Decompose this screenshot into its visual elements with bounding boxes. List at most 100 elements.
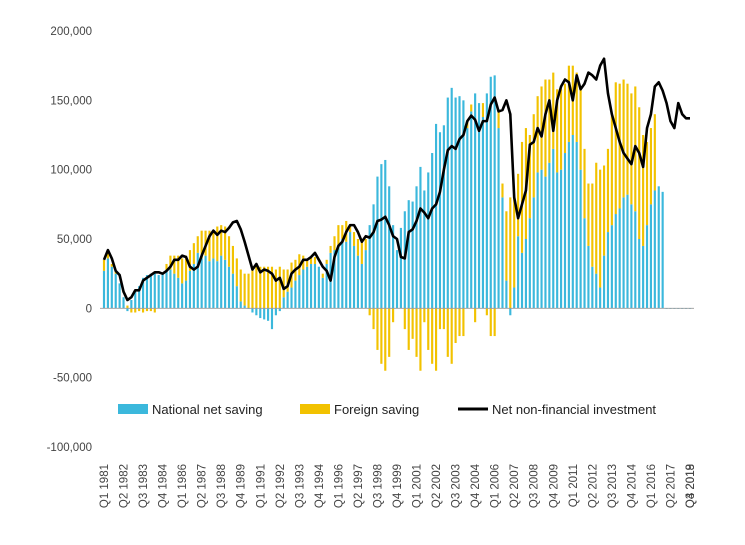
bar-national-net-saving [235,286,238,309]
bar-national-net-saving [653,190,656,309]
bar-national-net-saving [141,277,145,309]
x-tick-label: Q1 2016 [646,464,658,508]
bar-foreign-saving [575,72,578,142]
bar-national-net-saving [544,176,547,309]
bar-national-net-saving [626,194,629,309]
bar-foreign-saving [602,165,606,256]
bar-national-net-saving [458,96,461,309]
bar-foreign-saving [630,93,633,205]
bar-foreign-saving [149,308,152,312]
bar-foreign-saving [560,89,563,170]
bar-national-net-saving [610,225,613,309]
x-axis: Q1 1981 Q2 1982 Q3 1983 Q4 1984 Q1 1986 Q2 19… [99,463,697,508]
x-tick-label: Q3 2013 [607,464,619,508]
bar-national-net-saving [415,186,418,309]
bar-national-net-saving [200,258,203,309]
x-tick-label: Q4 1994 [314,463,326,508]
bar-foreign-saving [239,269,242,302]
bar-foreign-saving [540,86,543,170]
investment-line-layer [102,57,690,302]
bar-national-net-saving [466,128,469,309]
bar-foreign-saving [407,308,410,350]
bar-national-net-saving [399,227,402,309]
bar-foreign-saving [184,255,188,281]
bar-national-net-saving [231,273,234,309]
bar-national-net-saving [274,308,277,316]
bar-foreign-saving [380,308,383,364]
x-tick-label: Q4 2009 [548,464,560,508]
bar-national-net-saving [536,172,539,309]
bar-foreign-saving [438,308,442,330]
bar-national-net-saving [325,263,328,309]
bar-national-net-saving [423,190,426,309]
bar-foreign-saving [169,255,172,270]
bar-foreign-saving [368,308,371,316]
bar-foreign-saving [392,308,395,323]
bar-foreign-saving [505,211,508,281]
bar-foreign-saving [606,148,610,233]
bar-national-net-saving [309,263,313,309]
bar-foreign-saving [165,263,168,271]
bar-national-net-saving [298,275,301,309]
bar-national-net-saving [563,153,567,309]
bar-foreign-saving [653,114,656,191]
x-tick-label: Q3 2018 [685,464,697,508]
bar-national-net-saving [181,283,184,309]
bar-national-net-saving [618,208,621,309]
bar-foreign-saving [110,263,113,267]
bar-national-net-saving [638,239,641,309]
bar-national-net-saving [224,259,227,309]
bar-foreign-saving [544,79,547,177]
x-tick-label: Q3 1983 [138,464,150,508]
bar-foreign-saving [372,308,375,330]
bar-national-net-saving [341,239,344,309]
bar-national-net-saving [145,275,149,309]
bar-foreign-saving [173,255,176,274]
bar-foreign-saving [384,308,387,371]
bar-national-net-saving [161,273,164,309]
bar-national-net-saving [278,308,281,312]
y-tick-label: 100,000 [50,165,92,177]
bar-foreign-saving [501,183,504,198]
bar-national-net-saving [489,76,492,309]
bar-foreign-saving [450,308,453,364]
bar-national-net-saving [306,266,309,309]
bar-national-net-saving [165,270,168,309]
bar-foreign-saving [352,232,356,246]
legend: National net saving Foreign saving Net n… [118,402,656,417]
bar-national-net-saving [645,225,649,309]
x-tick-label: Q1 2006 [490,464,502,508]
bar-national-net-saving [345,241,348,309]
bar-national-net-saving [239,301,242,309]
bar-national-net-saving [153,272,156,309]
bar-foreign-saving [642,135,645,246]
bar-foreign-saving [536,96,539,173]
bar-national-net-saving [173,273,176,309]
bar-national-net-saving [364,250,367,309]
bar-national-net-saving [595,273,598,309]
bar-national-net-saving [349,232,352,309]
bar-national-net-saving [446,97,449,309]
bar-foreign-saving [259,266,262,309]
bar-national-net-saving [567,141,570,309]
bar-national-net-saving [263,308,266,320]
bar-foreign-saving [106,251,109,259]
bar-national-net-saving [520,252,524,309]
y-tick-label: -100,000 [47,442,92,454]
bar-foreign-saving [251,266,254,309]
bar-foreign-saving [517,173,520,237]
bar-national-net-saving [579,169,582,309]
bar-foreign-saving [388,308,391,357]
bar-national-net-saving [454,97,457,309]
bar-foreign-saving [591,183,594,267]
bar-foreign-saving [227,236,231,267]
bar-national-net-saving [509,308,512,316]
bar-foreign-saving [141,308,145,313]
bar-national-net-saving [376,176,379,309]
bar-national-net-saving [462,100,465,309]
bar-national-net-saving [372,204,375,309]
bar-foreign-saving [431,308,434,364]
bar-foreign-saving [563,83,567,154]
bar-foreign-saving [212,230,215,259]
